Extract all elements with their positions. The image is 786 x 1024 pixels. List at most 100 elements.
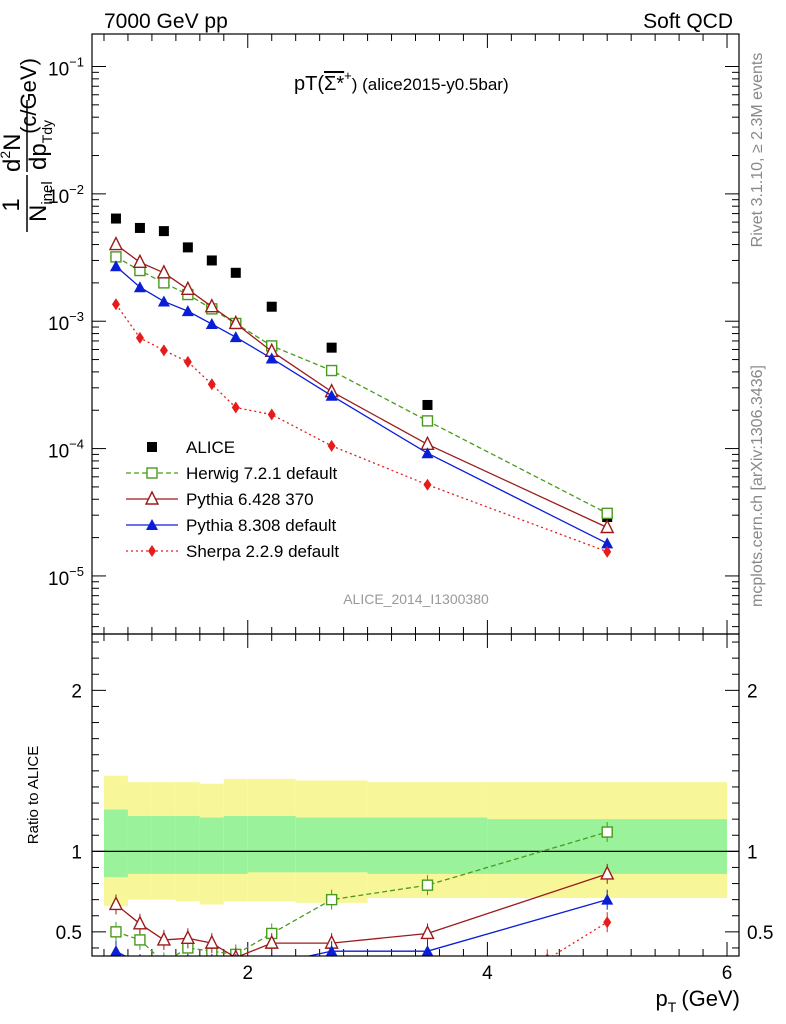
herwig-7-2-1-default-ratio-point <box>421 879 434 891</box>
pythia-8-308-default-ratio-point <box>325 945 338 956</box>
legend-label: Herwig 7.2.1 default <box>186 464 337 483</box>
alice-point <box>206 255 217 266</box>
x-tick-label-2: 2 <box>242 963 253 984</box>
plot-title-main: pT( <box>294 73 324 95</box>
alice-point <box>134 222 145 233</box>
ratio-axis-ticks <box>92 634 739 956</box>
svg-text:10−3: 10−3 <box>48 309 84 335</box>
ratio-y-axis-label: Ratio to ALICE <box>25 746 42 844</box>
header-left-label: 7000 GeV pp <box>104 10 228 33</box>
ratio-panel-frame <box>91 633 740 957</box>
plot-title-tail: ) (alice2015-y0.5bar) <box>352 75 509 94</box>
legend-marker <box>144 490 160 505</box>
y-tick-base: 10 <box>48 187 69 208</box>
legend-label: ALICE <box>186 438 235 457</box>
x-tick-label-4: 4 <box>482 963 493 984</box>
ratio-panel: 0.5 1 2 0.5 1 2 Ratio to ALICE 2 4 6 pT(… <box>25 633 773 1015</box>
ylabel-den-sub: inel <box>39 181 56 204</box>
pythia-8-308-default-ratio-line <box>115 899 608 956</box>
sherpa-2-2-9-default-point <box>159 344 168 357</box>
pythia-8-308-default-point <box>325 389 338 401</box>
pythia-6-428-370-ratio-point <box>232 949 240 956</box>
legend-marker <box>146 519 158 530</box>
series-sherpa-2-2-9-default <box>111 298 612 558</box>
plot-title-charge: + <box>344 68 352 83</box>
sherpa-2-2-9-default-point <box>603 545 612 558</box>
sherpa-2-2-9-default-point <box>423 478 432 491</box>
ylabel-fraction-num: 1 <box>0 198 25 211</box>
pythia-6-428-370-ratio-line <box>115 873 608 956</box>
sherpa-2-2-9-default-ratio-point <box>545 953 550 956</box>
svg-text:10−5: 10−5 <box>48 564 84 590</box>
alice-point <box>158 226 169 237</box>
svg-text:10−4: 10−4 <box>48 437 84 463</box>
pythia-8-308-default-ratio-point <box>601 893 614 905</box>
pythia-6-428-370-point <box>600 518 615 534</box>
sherpa-2-2-9-default-point <box>231 401 240 414</box>
legend-label: Pythia 8.308 default <box>186 516 337 535</box>
pythia-8-308-default-point <box>265 352 278 364</box>
pythia-6-428-370-ratio-point <box>156 931 172 946</box>
analysis-id-label: ALICE_2014_I1300380 <box>343 591 489 607</box>
ratio-uncertainty-bands <box>103 775 728 907</box>
stat-uncertainty-band <box>247 815 296 873</box>
herwig-7-2-1-default-ratio-point <box>159 957 169 967</box>
herwig-7-2-1-default-line <box>115 256 608 514</box>
x-tick-label-6: 6 <box>722 963 733 984</box>
ylabel-dp-main: dp <box>25 143 52 170</box>
y-tick-exponent: −4 <box>69 437 84 452</box>
herwig-7-2-1-default-ratio-line <box>115 831 608 956</box>
ylabel-dp-sub: Tdy <box>39 120 55 143</box>
pythia-6-428-370-point <box>180 280 195 296</box>
herwig-7-2-1-default-ratio-point <box>134 934 146 946</box>
stat-uncertainty-band <box>223 815 248 874</box>
pythia-8-308-default-point <box>601 537 614 549</box>
sherpa-2-2-9-default-point <box>327 439 336 452</box>
ylabel-den-n: N <box>25 205 52 222</box>
y-tick-label-1: 10−1 <box>48 55 84 81</box>
stat-uncertainty-band <box>103 809 128 878</box>
alice-point <box>110 213 121 224</box>
header-right-label: Soft QCD <box>643 10 733 33</box>
pythia-6-428-370-point <box>132 253 148 269</box>
pythia-8-308-default-point <box>421 447 434 459</box>
svg-text:10−2: 10−2 <box>48 182 84 208</box>
legend-label: Sherpa 2.2.9 default <box>186 542 339 561</box>
y-tick-label-2: 10−2 <box>48 182 84 208</box>
herwig-7-2-1-default-point <box>325 364 338 377</box>
legend-entry-pythia-6-428-370: Pythia 6.428 370 <box>126 490 314 509</box>
pythia-6-428-370-point <box>108 235 124 251</box>
plot-title-particle: Σ* <box>324 73 344 95</box>
y-tick-exponent: −1 <box>69 55 84 70</box>
legend-entry-herwig-7-2-1-default: Herwig 7.2.1 default <box>126 464 337 483</box>
pythia-6-428-370-ratio-point <box>180 929 195 944</box>
herwig-7-2-1-default-ratio-point <box>601 826 613 838</box>
herwig-7-2-1-default-point <box>158 277 170 289</box>
pythia-6-428-370-ratio-point <box>108 895 124 911</box>
ylabel-d: d <box>0 159 26 172</box>
pythia-6-428-370-point <box>156 264 172 279</box>
ylabel-d2n-sup: 2 <box>0 151 13 159</box>
ylabel-dp: dpTdy <box>25 120 55 170</box>
y-tick-exponent: −5 <box>69 564 84 579</box>
ylabel-fraction-den: Ninel <box>25 181 56 222</box>
stat-uncertainty-band <box>151 815 176 874</box>
pythia-6-428-370-ratio-point <box>204 934 219 949</box>
legend-entry-pythia-8-308-default: Pythia 8.308 default <box>126 516 337 535</box>
y-tick-base: 10 <box>48 60 69 81</box>
pythia-8-308-default-point <box>229 331 242 343</box>
svg-text:10−1: 10−1 <box>48 55 84 81</box>
pythia-8-308-default-ratio-point <box>110 945 122 956</box>
pythia-6-428-370-ratio-point <box>600 865 615 880</box>
pythia-8-308-default-point <box>133 281 146 293</box>
sherpa-2-2-9-default-point <box>183 355 192 368</box>
ylabel-n: N <box>0 134 26 151</box>
legend: ALICE Herwig 7.2.1 default Pythia 6.428 37… <box>126 438 339 561</box>
x-axis-label: pT (GeV) <box>656 986 741 1015</box>
pythia-8-308-default-point <box>205 318 218 330</box>
legend-entry-sherpa-2-2-9-default: Sherpa 2.2.9 default <box>126 542 339 561</box>
stat-uncertainty-band <box>175 815 200 874</box>
legend-marker <box>147 442 157 452</box>
ratio-y-tick-0.5: 0.5 <box>56 923 82 944</box>
